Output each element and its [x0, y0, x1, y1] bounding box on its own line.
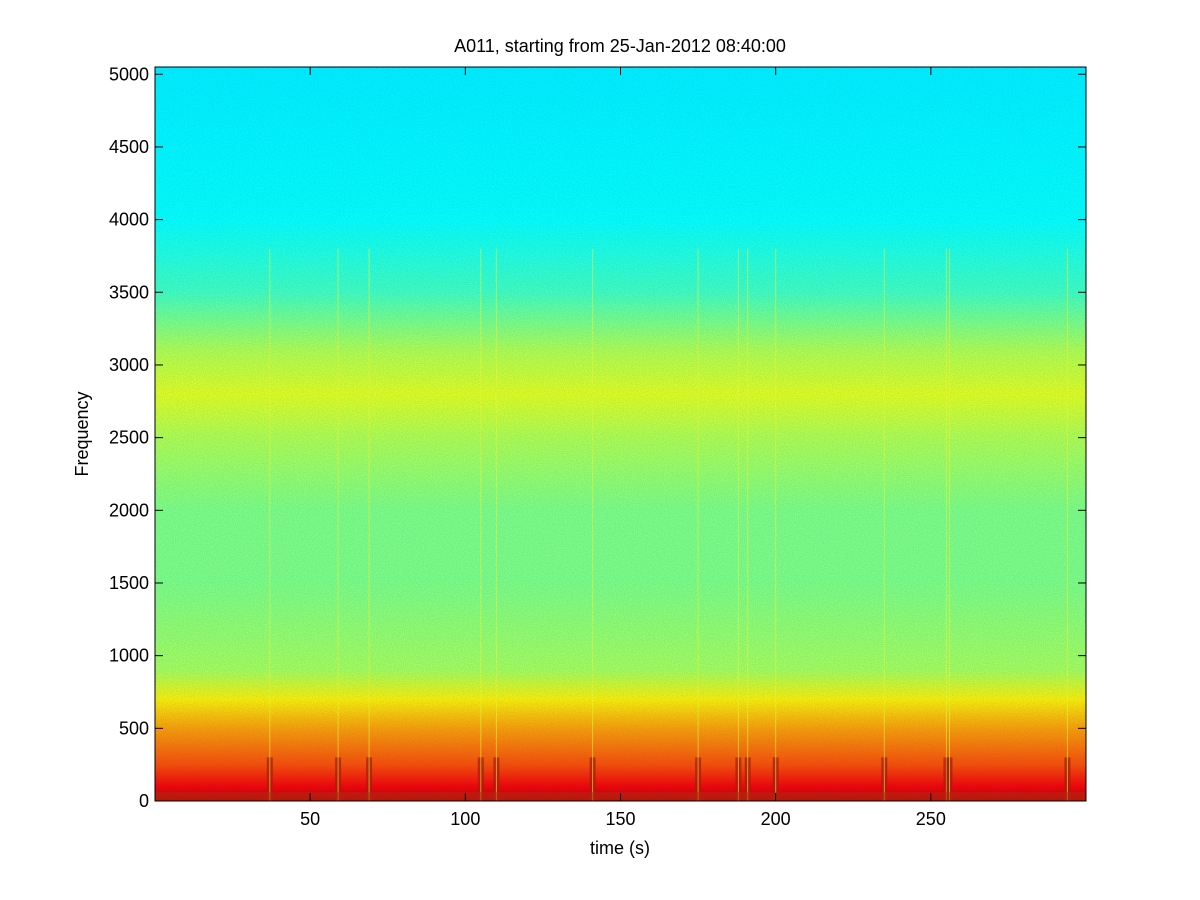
y-axis: 0 500 1000 1500 2000 2500 3000 3500 4000 4500 5000 [109, 64, 1086, 811]
x-tick-label: 50 [300, 809, 320, 829]
y-tick-label: 1000 [109, 646, 149, 666]
y-tick-label: 3000 [109, 355, 149, 375]
x-tick-label: 200 [761, 809, 791, 829]
x-tick-label: 150 [605, 809, 635, 829]
y-tick-label: 2500 [109, 428, 149, 448]
noise-overlay [155, 67, 1086, 801]
chart-title: A011, starting from 25-Jan-2012 08:40:00 [454, 36, 786, 56]
y-tick-label: 4000 [109, 210, 149, 230]
plot-area [155, 67, 1086, 801]
y-tick-label: 3500 [109, 282, 149, 302]
x-axis: 50 100 150 200 250 [300, 67, 946, 829]
y-tick-label: 4500 [109, 137, 149, 157]
x-tick-label: 100 [450, 809, 480, 829]
y-tick-label: 500 [119, 718, 149, 738]
y-tick-label: 2000 [109, 500, 149, 520]
y-tick-label: 0 [139, 791, 149, 811]
x-tick-label: 250 [916, 809, 946, 829]
y-axis-label: Frequency [72, 391, 92, 476]
x-axis-label: time (s) [590, 838, 650, 858]
y-tick-label: 5000 [109, 64, 149, 84]
y-tick-label: 1500 [109, 573, 149, 593]
